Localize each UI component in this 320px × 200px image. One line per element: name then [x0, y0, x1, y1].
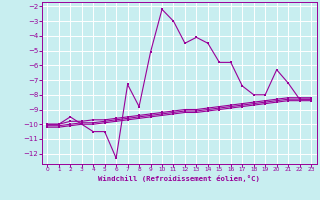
X-axis label: Windchill (Refroidissement éolien,°C): Windchill (Refroidissement éolien,°C)	[98, 175, 260, 182]
